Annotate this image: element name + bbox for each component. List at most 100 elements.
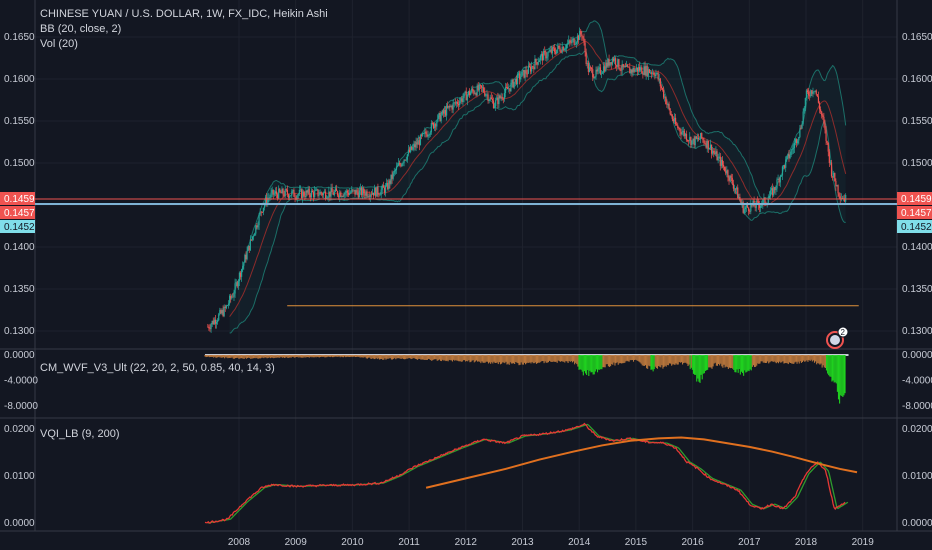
price-tick-right: 0.1650 <box>902 32 932 43</box>
candle-body <box>657 72 659 80</box>
bb-legend[interactable]: BB (20, close, 2) <box>40 23 121 35</box>
candle-body <box>825 129 827 141</box>
bb-basis <box>229 40 847 317</box>
candle-body <box>382 185 384 188</box>
right-badge-close-text: 0.1457 <box>901 208 932 219</box>
candle-body <box>529 66 532 72</box>
candle-body <box>591 67 593 70</box>
candle-body <box>271 189 273 193</box>
candle-body <box>531 66 533 72</box>
candle-body <box>666 103 668 105</box>
candle-body <box>608 58 610 66</box>
heikin-ashi-candles <box>207 27 847 333</box>
candle-body <box>512 79 514 88</box>
candle-body <box>356 190 358 193</box>
right-badge-high: 0.1459 <box>897 192 932 205</box>
candle-body <box>603 66 605 73</box>
candle-body <box>785 159 787 168</box>
candle-body <box>461 98 463 103</box>
candle-body <box>219 310 221 315</box>
candle-body <box>549 49 551 52</box>
candle-body <box>492 100 495 109</box>
candle-body <box>357 192 359 198</box>
candle-body <box>422 133 424 136</box>
candle-body <box>574 43 576 45</box>
candle-body <box>560 51 562 53</box>
candle-body <box>478 84 480 91</box>
candle-body <box>336 191 339 196</box>
candle-body <box>618 59 620 69</box>
candle-body <box>257 225 259 228</box>
candle-body <box>670 113 672 116</box>
candle-body <box>292 189 294 192</box>
candle-body <box>791 149 793 151</box>
candle-body <box>583 38 585 43</box>
candle-body <box>579 30 581 40</box>
candle-body <box>651 72 653 74</box>
candle-body <box>413 144 415 148</box>
main-legend-title[interactable]: CHINESE YUAN / U.S. DOLLAR, 1W, FX_IDC, … <box>40 8 328 20</box>
candle-body <box>635 67 637 70</box>
candle-body <box>823 116 825 124</box>
candle-body <box>379 194 381 196</box>
time-tick: 2015 <box>625 537 648 548</box>
candle-body <box>516 73 519 85</box>
candle-body <box>225 305 227 309</box>
candle-body <box>732 183 734 189</box>
vqi-legend[interactable]: VQI_LB (9, 200) <box>40 428 120 440</box>
wvf-legend[interactable]: CM_WVF_V3_Ult (22, 20, 2, 50, 0.85, 40, … <box>40 362 275 374</box>
candle-body <box>780 175 782 177</box>
candle-body <box>809 95 811 97</box>
candle-body <box>610 62 612 65</box>
candle-body <box>415 142 417 148</box>
candle-body <box>333 191 335 195</box>
candle-body <box>709 144 712 149</box>
candle-body <box>466 94 468 101</box>
candle-body <box>770 188 773 191</box>
candle-body <box>434 123 436 129</box>
candle-body <box>491 98 494 101</box>
candle-body <box>468 91 471 96</box>
candle-body <box>275 191 278 195</box>
candle-body <box>386 183 388 186</box>
candle-body <box>348 192 351 195</box>
time-tick: 2010 <box>341 537 364 548</box>
candle-body <box>232 296 234 298</box>
horizontal-lines[interactable] <box>35 198 897 307</box>
candle-body <box>640 67 642 71</box>
time-axis-ticks: 2008 2009 2010 2011 2012 2013 2014 2015 2016 2017… <box>228 537 874 548</box>
candle-body <box>612 58 615 61</box>
candle-body <box>441 110 443 115</box>
candle-body <box>808 92 810 96</box>
right-badge-support: 0.1452 <box>897 220 932 233</box>
candle-body <box>706 140 708 148</box>
candle-body <box>701 133 703 139</box>
candle-body <box>586 63 588 65</box>
candle-body <box>637 67 640 72</box>
candle-body <box>452 103 454 110</box>
candle-body <box>400 164 402 167</box>
candle-body <box>407 149 410 155</box>
candle-body <box>632 67 634 73</box>
candle-body <box>436 121 438 127</box>
candle-body <box>786 156 788 160</box>
candle-body <box>667 103 669 105</box>
left-badge-high: 0.1459 <box>0 192 35 205</box>
candle-body <box>805 90 808 98</box>
candle-body <box>327 197 329 199</box>
vqi-long-ma <box>425 436 858 489</box>
candle-body <box>519 73 521 80</box>
vol-legend[interactable]: Vol (20) <box>40 38 78 50</box>
candle-body <box>524 70 526 78</box>
candle-body <box>653 72 655 75</box>
candle-body <box>398 163 400 166</box>
earnings-marker[interactable]: 2 <box>826 326 849 349</box>
candle-body <box>451 106 453 110</box>
candle-body <box>691 140 693 146</box>
candle-body <box>352 189 354 191</box>
candle-body <box>643 66 645 75</box>
candle-body <box>299 189 302 191</box>
time-tick: 2018 <box>795 537 818 548</box>
price-tick-right: 0.1300 <box>902 326 932 337</box>
